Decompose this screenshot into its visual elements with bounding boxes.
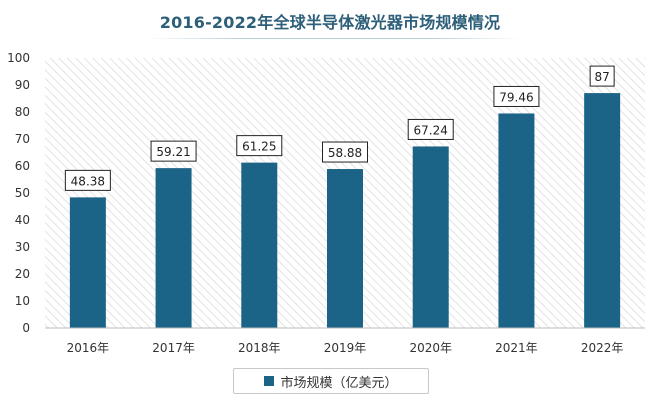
bars-group: 48.38 59.21 61.25 58.88 67.24 79.46 87 bbox=[64, 65, 621, 328]
y-tick-label: 90 bbox=[15, 78, 30, 92]
y-tick-label: 80 bbox=[15, 105, 30, 119]
x-tick-label: 2021年 bbox=[495, 341, 538, 355]
bar bbox=[155, 168, 192, 328]
data-label: 48.38 bbox=[71, 174, 105, 188]
x-tick-label: 2017年 bbox=[152, 341, 195, 355]
x-tick-label: 2016年 bbox=[67, 341, 110, 355]
data-label-box bbox=[589, 65, 615, 87]
y-tick-label: 10 bbox=[15, 294, 30, 308]
legend: 市场规模（亿美元） bbox=[233, 368, 429, 394]
y-tick-label: 40 bbox=[15, 213, 30, 227]
legend-swatch bbox=[264, 376, 275, 386]
data-label: 67.24 bbox=[414, 123, 448, 137]
x-tick-label: 2018年 bbox=[238, 341, 281, 355]
data-label-box bbox=[64, 169, 111, 191]
data-label-box bbox=[407, 118, 454, 140]
data-label: 59.21 bbox=[156, 145, 190, 159]
data-label: 79.46 bbox=[499, 90, 533, 104]
data-label: 87 bbox=[595, 70, 610, 84]
data-label-box bbox=[236, 135, 283, 157]
bar bbox=[498, 113, 535, 328]
bar bbox=[584, 93, 621, 328]
data-label-box bbox=[150, 140, 197, 162]
x-tick-label: 2020年 bbox=[409, 341, 452, 355]
data-label: 58.88 bbox=[328, 146, 362, 160]
x-tick-label: 2019年 bbox=[324, 341, 367, 355]
bar bbox=[241, 162, 278, 328]
y-tick-label: 60 bbox=[15, 159, 30, 173]
y-tick-label: 20 bbox=[15, 267, 30, 281]
bar bbox=[69, 197, 106, 328]
legend-label: 市场规模（亿美元） bbox=[280, 375, 398, 391]
y-axis: 0 10 20 30 40 50 60 70 80 90 100 bbox=[7, 51, 30, 335]
data-label-box bbox=[322, 141, 368, 163]
y-tick-label: 70 bbox=[15, 132, 30, 146]
y-tick-label: 50 bbox=[15, 186, 30, 200]
data-label-box bbox=[493, 85, 540, 107]
bar bbox=[412, 146, 449, 328]
bar bbox=[327, 169, 363, 328]
y-tick-label: 30 bbox=[15, 240, 30, 254]
title-underline bbox=[148, 38, 523, 39]
y-tick-label: 100 bbox=[7, 51, 30, 65]
data-label: 61.25 bbox=[242, 140, 276, 154]
chart-title: 2016-2022年全球半导体激光器市场规模情况 bbox=[159, 13, 501, 32]
x-axis: 2016年 2017年 2018年 2019年 2020年 2021年 2022年 bbox=[67, 341, 624, 355]
x-tick-label: 2022年 bbox=[581, 341, 624, 355]
y-tick-label: 0 bbox=[22, 321, 30, 335]
